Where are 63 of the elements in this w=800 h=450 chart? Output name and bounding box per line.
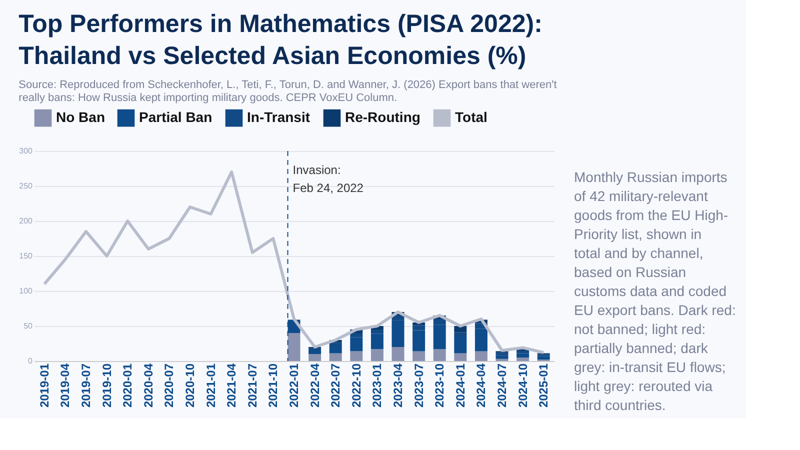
x-tick-label: 2019-01 (37, 363, 52, 408)
x-tick-label: 2020-07 (162, 363, 176, 408)
bar (308, 350, 322, 354)
bar (433, 349, 446, 361)
legend-label: Re-Routing (345, 109, 420, 126)
y-tick-label: 50 (24, 322, 34, 330)
x-tick-label: 2023-01 (370, 363, 384, 408)
bar (329, 347, 342, 354)
y-tick-label: 250 (19, 182, 34, 190)
bar (516, 358, 530, 361)
bar (412, 351, 426, 361)
bar (370, 334, 384, 350)
x-tick-label: 2019-04 (58, 363, 72, 408)
chart-subtitle: Source: Reproduced from Scheckenhofer, L., Teti, F., Torun, D. and Wanner, J. (2026) Export bans that weren't really bans: How Russia kept importing military goods. CEPR VoxEU Column. (18, 79, 557, 104)
x-tick-label: 2019-07 (79, 363, 93, 408)
x-tick-label: 2020-10 (183, 363, 197, 408)
x-tick-label: 2023-04 (391, 363, 405, 408)
y-tick-label: 150 (19, 252, 34, 260)
legend-label: Total (455, 109, 488, 126)
bar (350, 351, 363, 361)
x-tick-label: 2019-10 (100, 363, 114, 408)
x-tick-label: 2024-10 (516, 363, 530, 408)
x-tick-label: 2020-01 (120, 363, 135, 408)
legend-label: No Ban (56, 109, 105, 126)
y-tick-label: 200 (19, 216, 34, 226)
x-tick-label: 2021-04 (224, 363, 239, 408)
x-tick-label: 2020-04 (141, 363, 156, 408)
y-tick-label: 0 (28, 356, 34, 366)
bar (308, 354, 322, 361)
x-tick-label: 2024-04 (474, 363, 488, 408)
chart-title: Top Performers in Mathematics (PISA 2022): Thailand vs Selected Asian Economies (%) (18, 10, 542, 70)
x-tick-label: 2021-01 (204, 363, 218, 408)
bar (288, 333, 300, 361)
bar (454, 353, 467, 361)
text: Monthly Russian imports of 42 military-relevant goods from the EU High- Priority list, shown in total and by channel, based on Russian customs data and coded EU export bans. Dark red: not banned; light red: partially banned; dark grey: in-transit EU flows; light grey: rerouted via third countries. (574, 169, 736, 413)
y-tick-label: 100 (19, 286, 34, 296)
x-tick-label: 2023-10 (432, 363, 447, 408)
bar (350, 337, 363, 352)
bar (516, 350, 530, 354)
x-tick-label: 2024-07 (495, 363, 509, 408)
bar (474, 351, 488, 361)
x-tick-label: 2022-10 (349, 363, 364, 408)
bar (454, 336, 467, 354)
y-tick-label: 300 (19, 146, 34, 156)
bar (496, 352, 508, 356)
x-tick-label: 2021-07 (245, 363, 260, 408)
x-tick-label: 2022-07 (328, 363, 343, 408)
bar (370, 349, 384, 361)
bar (392, 347, 404, 361)
x-tick-label: 2025-01 (536, 363, 551, 408)
bar (454, 326, 467, 332)
bar (329, 353, 342, 361)
ref-line-label: Invasion: Feb 24, 2022 (292, 163, 364, 195)
legend-label: Partial Ban (139, 109, 212, 126)
x-tick-label: 2021-10 (266, 363, 280, 408)
x-tick-label: 2023-07 (412, 363, 426, 408)
x-tick-label: 2022-01 (287, 363, 301, 408)
legend-label: In-Transit (247, 109, 310, 126)
bar (537, 356, 550, 360)
bar (516, 353, 530, 358)
x-tick-label: 2022-04 (308, 363, 322, 408)
x-tick-label: 2024-01 (453, 363, 468, 408)
bar (496, 355, 508, 359)
